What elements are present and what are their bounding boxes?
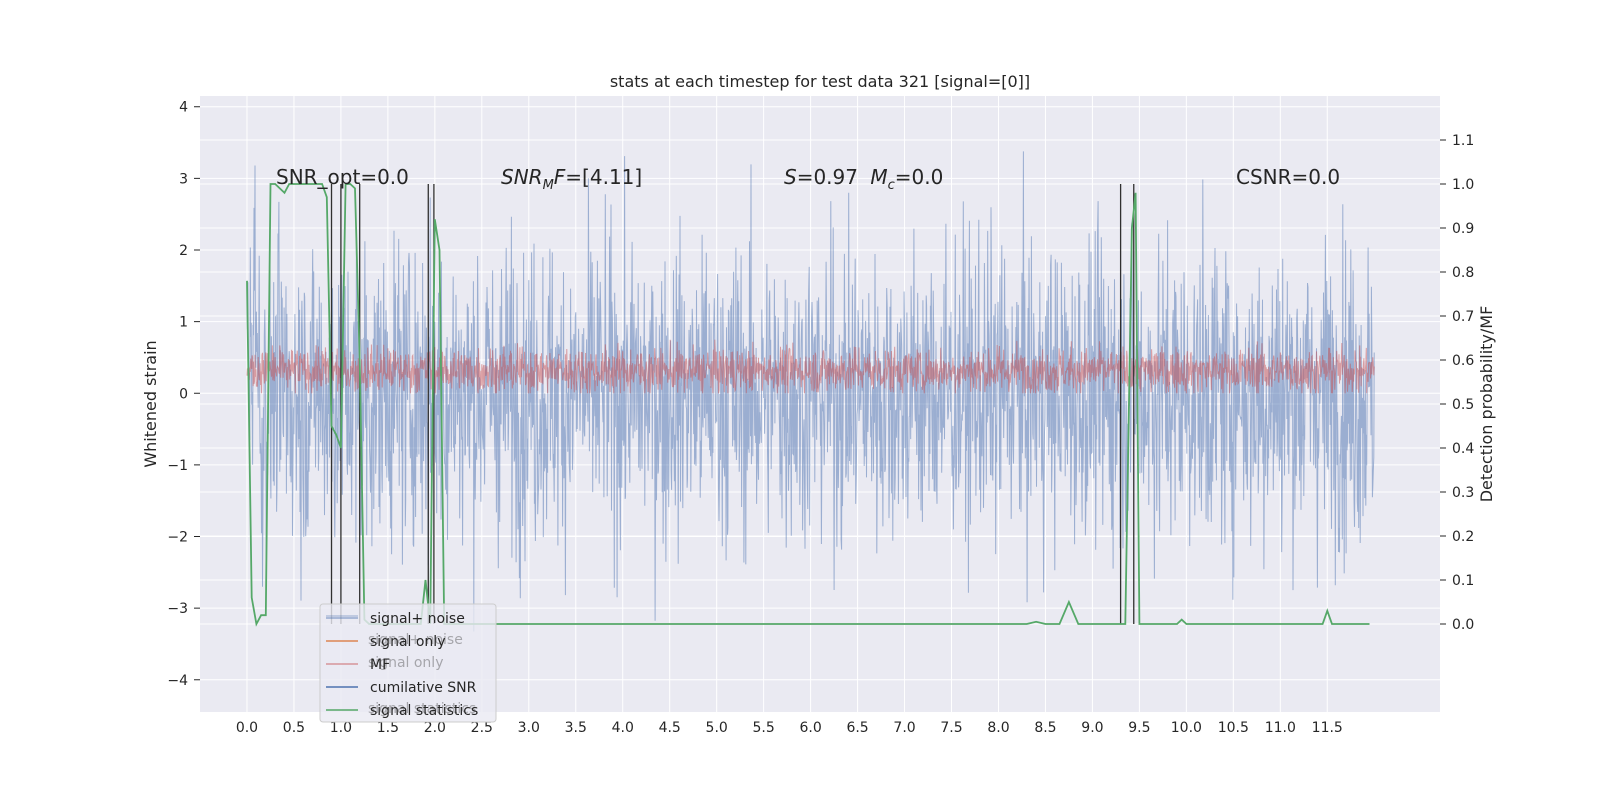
y-tick-label: 1	[179, 315, 188, 331]
y-right-tick-label: 0.0	[1452, 617, 1474, 633]
series-signal-statistics	[246, 183, 1370, 627]
x-tick-label: 7.0	[893, 720, 915, 736]
y-right-tick-label: 1.0	[1452, 177, 1474, 193]
legend-label-signal-noise: signal+ noise	[370, 611, 465, 627]
x-tick-label: 1.5	[377, 720, 399, 736]
y-right-tick-label: 0.5	[1452, 397, 1474, 413]
legend-ghost: signal+ noise signal only signal statist…	[326, 615, 476, 717]
y-right-tick-label: 0.4	[1452, 441, 1474, 457]
legend-ghost-label-0: signal+ noise	[368, 632, 463, 648]
legend-ghost-label-2: signal statistics	[368, 701, 476, 717]
y-right-tick-label: 0.6	[1452, 353, 1474, 369]
legend: signal+ noise signal only signal statist…	[319, 603, 497, 723]
x-tick-label: 0.0	[236, 720, 258, 736]
y-right-tick-label: 0.7	[1452, 309, 1474, 325]
annotation-csnr: CSNR=0.0	[1236, 165, 1340, 189]
y-tick-label: −1	[167, 458, 188, 474]
x-tick-label: 11.0	[1265, 720, 1296, 736]
x-tick-label: 5.5	[753, 720, 775, 736]
y-right-tick-label: 0.2	[1452, 529, 1474, 545]
x-tick-label: 1.0	[330, 720, 352, 736]
legend-frame	[319, 603, 497, 723]
annotation-snr-opt: SNR_opt=0.0	[276, 165, 409, 189]
x-tick-label: 2.5	[471, 720, 493, 736]
x-tick-label: 10.0	[1171, 720, 1202, 736]
annotation-s-mc: S=0.97 Mc=0.0	[784, 165, 943, 193]
x-tick-label: 4.0	[612, 720, 634, 736]
y-right-tick-label: 0.9	[1452, 221, 1474, 237]
y-tick-label: 0	[179, 386, 188, 402]
x-axis-ticks: 0.0 0.5 1.0 1.5 2.0 2.5 3.0 3.5 4.0 4.5 5.0 5.5 6.0 6…	[236, 720, 1343, 736]
y-tick-label: 3	[179, 171, 188, 187]
x-tick-label: 6.5	[846, 720, 868, 736]
x-tick-label: 8.5	[1034, 720, 1056, 736]
x-tick-label: 3.5	[565, 720, 587, 736]
y-right-tick-label: 0.8	[1452, 265, 1474, 281]
y-tick-label: −3	[167, 601, 188, 617]
y-right-axis-label: Detection probability/MF	[1477, 306, 1496, 503]
signal-statistics-line	[246, 183, 1370, 627]
mf-line	[246, 338, 1375, 394]
legend-label-signal-statistics: signal statistics	[370, 703, 478, 719]
y-right-tick-label: 0.1	[1452, 573, 1474, 589]
x-tick-label: 3.0	[518, 720, 540, 736]
x-tick-label: 10.5	[1218, 720, 1249, 736]
x-tick-label: 9.5	[1128, 720, 1150, 736]
x-tick-label: 5.0	[706, 720, 728, 736]
y-axis-label: Whitened strain	[141, 340, 160, 467]
chart-title: stats at each timestep for test data 321…	[610, 72, 1030, 91]
x-tick-label: 4.5	[659, 720, 681, 736]
y-tick-label: 2	[179, 243, 188, 259]
x-tick-label: 0.5	[283, 720, 305, 736]
y-axis-ticks: −4 −3 −2 −1 0 1 2 3 4	[167, 100, 200, 689]
legend-label-cumulative-snr: cumilative SNR	[370, 680, 477, 696]
x-tick-label: 8.0	[987, 720, 1009, 736]
x-tick-label: 11.5	[1312, 720, 1343, 736]
legend-ghost-label-1: signal only	[368, 655, 443, 671]
legend-label-mf: MF	[370, 657, 390, 673]
y-right-axis-ticks: 0.0 0.1 0.2 0.3 0.4 0.5 0.6 0.7 0.8 0.9 1.0 1.1	[1440, 133, 1474, 633]
y-right-tick-label: 1.1	[1452, 133, 1474, 149]
y-tick-label: −4	[167, 673, 188, 689]
x-tick-label: 7.5	[940, 720, 962, 736]
x-tick-label: 6.0	[799, 720, 821, 736]
y-tick-label: −2	[167, 530, 188, 546]
x-tick-label: 9.0	[1081, 720, 1103, 736]
legend-label-signal-only: signal only	[370, 634, 445, 650]
y-tick-label: 4	[179, 100, 188, 116]
annotation-snr-mf: SNRMF=[4.11]	[501, 165, 642, 193]
x-tick-label: 2.0	[424, 720, 446, 736]
series-mf	[246, 338, 1375, 394]
y-right-tick-label: 0.3	[1452, 485, 1474, 501]
